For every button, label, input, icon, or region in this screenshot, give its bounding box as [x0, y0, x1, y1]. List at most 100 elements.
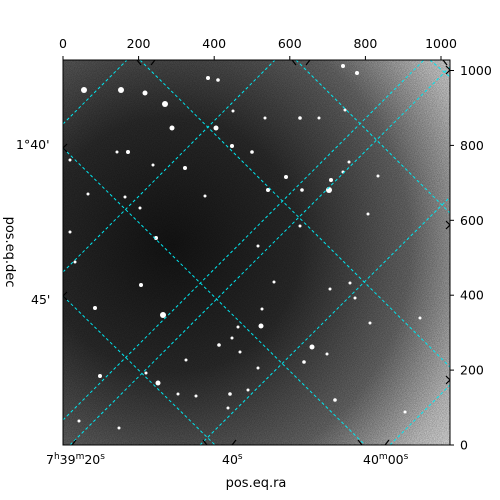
grid-line [139, 60, 450, 368]
grid-line [63, 295, 216, 445]
star [230, 144, 234, 148]
right-tick-label: 0 [460, 438, 468, 453]
grid-line [69, 66, 450, 445]
star [256, 244, 260, 248]
dec-tick-mark [445, 224, 451, 230]
star [151, 163, 155, 167]
star [184, 358, 188, 362]
star [403, 410, 407, 414]
ra-tick-mark [442, 59, 448, 66]
star [155, 380, 161, 386]
star [284, 175, 288, 179]
star-field [68, 64, 422, 430]
star [376, 174, 380, 178]
star [160, 312, 166, 318]
star [77, 419, 81, 423]
star [298, 116, 302, 120]
ra-tick-label-2: 40s [222, 452, 243, 467]
star [98, 374, 102, 378]
right-tick-label: 800 [460, 138, 484, 153]
star [138, 206, 142, 210]
dec-tick-mark [445, 69, 451, 75]
star [68, 230, 72, 234]
ra-tick-mark [136, 59, 142, 66]
star [126, 150, 130, 154]
star [194, 394, 198, 398]
top-pixel-axis: 0 200 400 600 800 1000 [59, 36, 457, 60]
star [343, 108, 347, 112]
star [226, 406, 230, 410]
star [231, 109, 235, 113]
ra-tick-mark [305, 59, 311, 66]
top-tick-label: 600 [278, 36, 302, 51]
grid-line [63, 60, 276, 273]
right-pixel-axis: 0 200 400 600 800 1000 [450, 63, 492, 453]
x-axis-label: pos.eq.ra [226, 476, 287, 491]
dec-tick-mark [445, 220, 451, 226]
top-tick-label: 400 [202, 36, 226, 51]
ra-tick-mark [150, 59, 156, 66]
plot-frame [62, 59, 451, 446]
star [142, 90, 148, 96]
star [300, 188, 304, 192]
ra-axis [71, 59, 448, 446]
ra-tick-mark [384, 439, 390, 446]
star [228, 392, 232, 396]
star [328, 287, 332, 291]
star [236, 325, 240, 329]
dec-tick-mark [445, 375, 451, 381]
star [263, 116, 267, 120]
grid-line [63, 60, 128, 125]
star [73, 260, 77, 264]
dec-tick-mark [62, 143, 68, 149]
star [93, 306, 97, 310]
star [162, 101, 168, 107]
dec-tick-mark [62, 295, 68, 301]
star [366, 212, 370, 216]
ra-tick-mark [291, 59, 297, 66]
dec-tick-mark [445, 379, 451, 385]
star [217, 343, 221, 347]
dec-axis [62, 65, 451, 385]
star [81, 87, 87, 93]
right-tick-label: 600 [460, 213, 484, 228]
top-tick-label: 0 [59, 36, 67, 51]
coordinate-grid [63, 60, 450, 445]
star [325, 352, 329, 356]
star [203, 194, 207, 198]
dec-tick-mark [62, 291, 68, 297]
grid-line [63, 147, 366, 445]
star [368, 321, 372, 325]
grid-line [199, 196, 450, 445]
star [230, 336, 234, 340]
star [213, 125, 219, 131]
star [302, 360, 306, 364]
right-tick-label: 400 [460, 288, 484, 303]
grid-line [429, 60, 450, 78]
star [118, 87, 124, 93]
star [317, 116, 321, 120]
y-axis-label: pos.eq.dec [2, 217, 17, 288]
ra-tick-mark [357, 439, 363, 446]
top-tick-label: 200 [127, 36, 151, 51]
star [341, 64, 345, 68]
star [309, 344, 315, 350]
star [144, 371, 148, 375]
star [117, 426, 121, 430]
ra-tick-mark [231, 439, 237, 446]
star [348, 281, 352, 285]
star [250, 150, 254, 154]
star [169, 125, 175, 131]
right-tick-label: 200 [460, 363, 484, 378]
star [246, 388, 250, 392]
star [68, 158, 72, 162]
top-tick-label: 800 [353, 36, 377, 51]
star [258, 323, 264, 329]
right-tick-label: 1000 [460, 63, 492, 78]
dec-tick-mark [62, 147, 68, 153]
star [418, 316, 422, 320]
ra-tick-label-1: 7h39m20s [46, 452, 105, 467]
star [206, 76, 210, 80]
ra-tick-label-3: 40m00s [363, 452, 409, 467]
